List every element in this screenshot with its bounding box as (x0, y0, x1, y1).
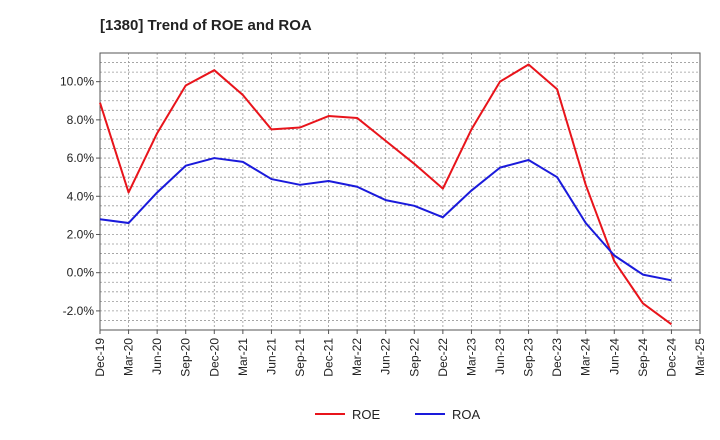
x-tick-label: Jun-23 (493, 338, 507, 375)
y-axis: -2.0% 0.0% 2.0% 4.0% 6.0% 8.0% 10.0% (60, 75, 100, 318)
legend-label-roa: ROA (452, 407, 481, 422)
x-tick-label: Jun-22 (379, 338, 393, 375)
plot-area-border (99, 52, 701, 331)
x-tick-label: Dec-20 (207, 338, 221, 377)
x-tick-label: Sep-24 (636, 338, 650, 377)
x-tick-label: Sep-23 (522, 338, 536, 377)
x-axis: Dec-19 Mar-20 Jun-20 Sep-20 Dec-20 Mar-21 Jun-… (93, 330, 707, 377)
x-tick-label: Mar-24 (579, 338, 593, 376)
x-tick-label: Mar-23 (464, 338, 478, 376)
x-tick-label: Mar-20 (122, 338, 136, 376)
y-tick-label: 4.0% (67, 189, 95, 203)
x-tick-label: Sep-22 (407, 338, 421, 377)
x-tick-label: Dec-19 (93, 338, 107, 377)
y-tick-label: -2.0% (63, 304, 95, 318)
legend: ROE ROA (315, 407, 481, 422)
x-tick-label: Sep-20 (179, 338, 193, 377)
series-lines (99, 63, 673, 326)
x-tick-label: Sep-21 (293, 338, 307, 377)
x-tick-label: Jun-21 (264, 338, 278, 375)
x-tick-label: Jun-24 (607, 338, 621, 375)
series-line-roe (99, 63, 673, 326)
chart-title: [1380] Trend of ROE and ROA (100, 17, 312, 34)
x-tick-label: Jun-20 (150, 338, 164, 375)
x-tick-label: Dec-21 (322, 338, 336, 377)
y-tick-label: 8.0% (67, 113, 95, 127)
y-tick-label: 10.0% (60, 75, 94, 89)
x-tick-label: Mar-22 (350, 338, 364, 376)
y-tick-label: 6.0% (67, 151, 95, 165)
series-line-roa (99, 157, 672, 282)
y-tick-label: 2.0% (67, 227, 95, 241)
x-tick-label: Dec-22 (436, 338, 450, 377)
legend-label-roe: ROE (352, 407, 381, 422)
y-tick-label: 0.0% (67, 266, 95, 280)
x-tick-label: Mar-25 (693, 338, 707, 376)
x-tick-label: Mar-21 (236, 338, 250, 376)
grid (100, 53, 700, 330)
x-tick-label: Dec-24 (664, 338, 678, 377)
x-tick-label: Dec-23 (550, 338, 564, 377)
